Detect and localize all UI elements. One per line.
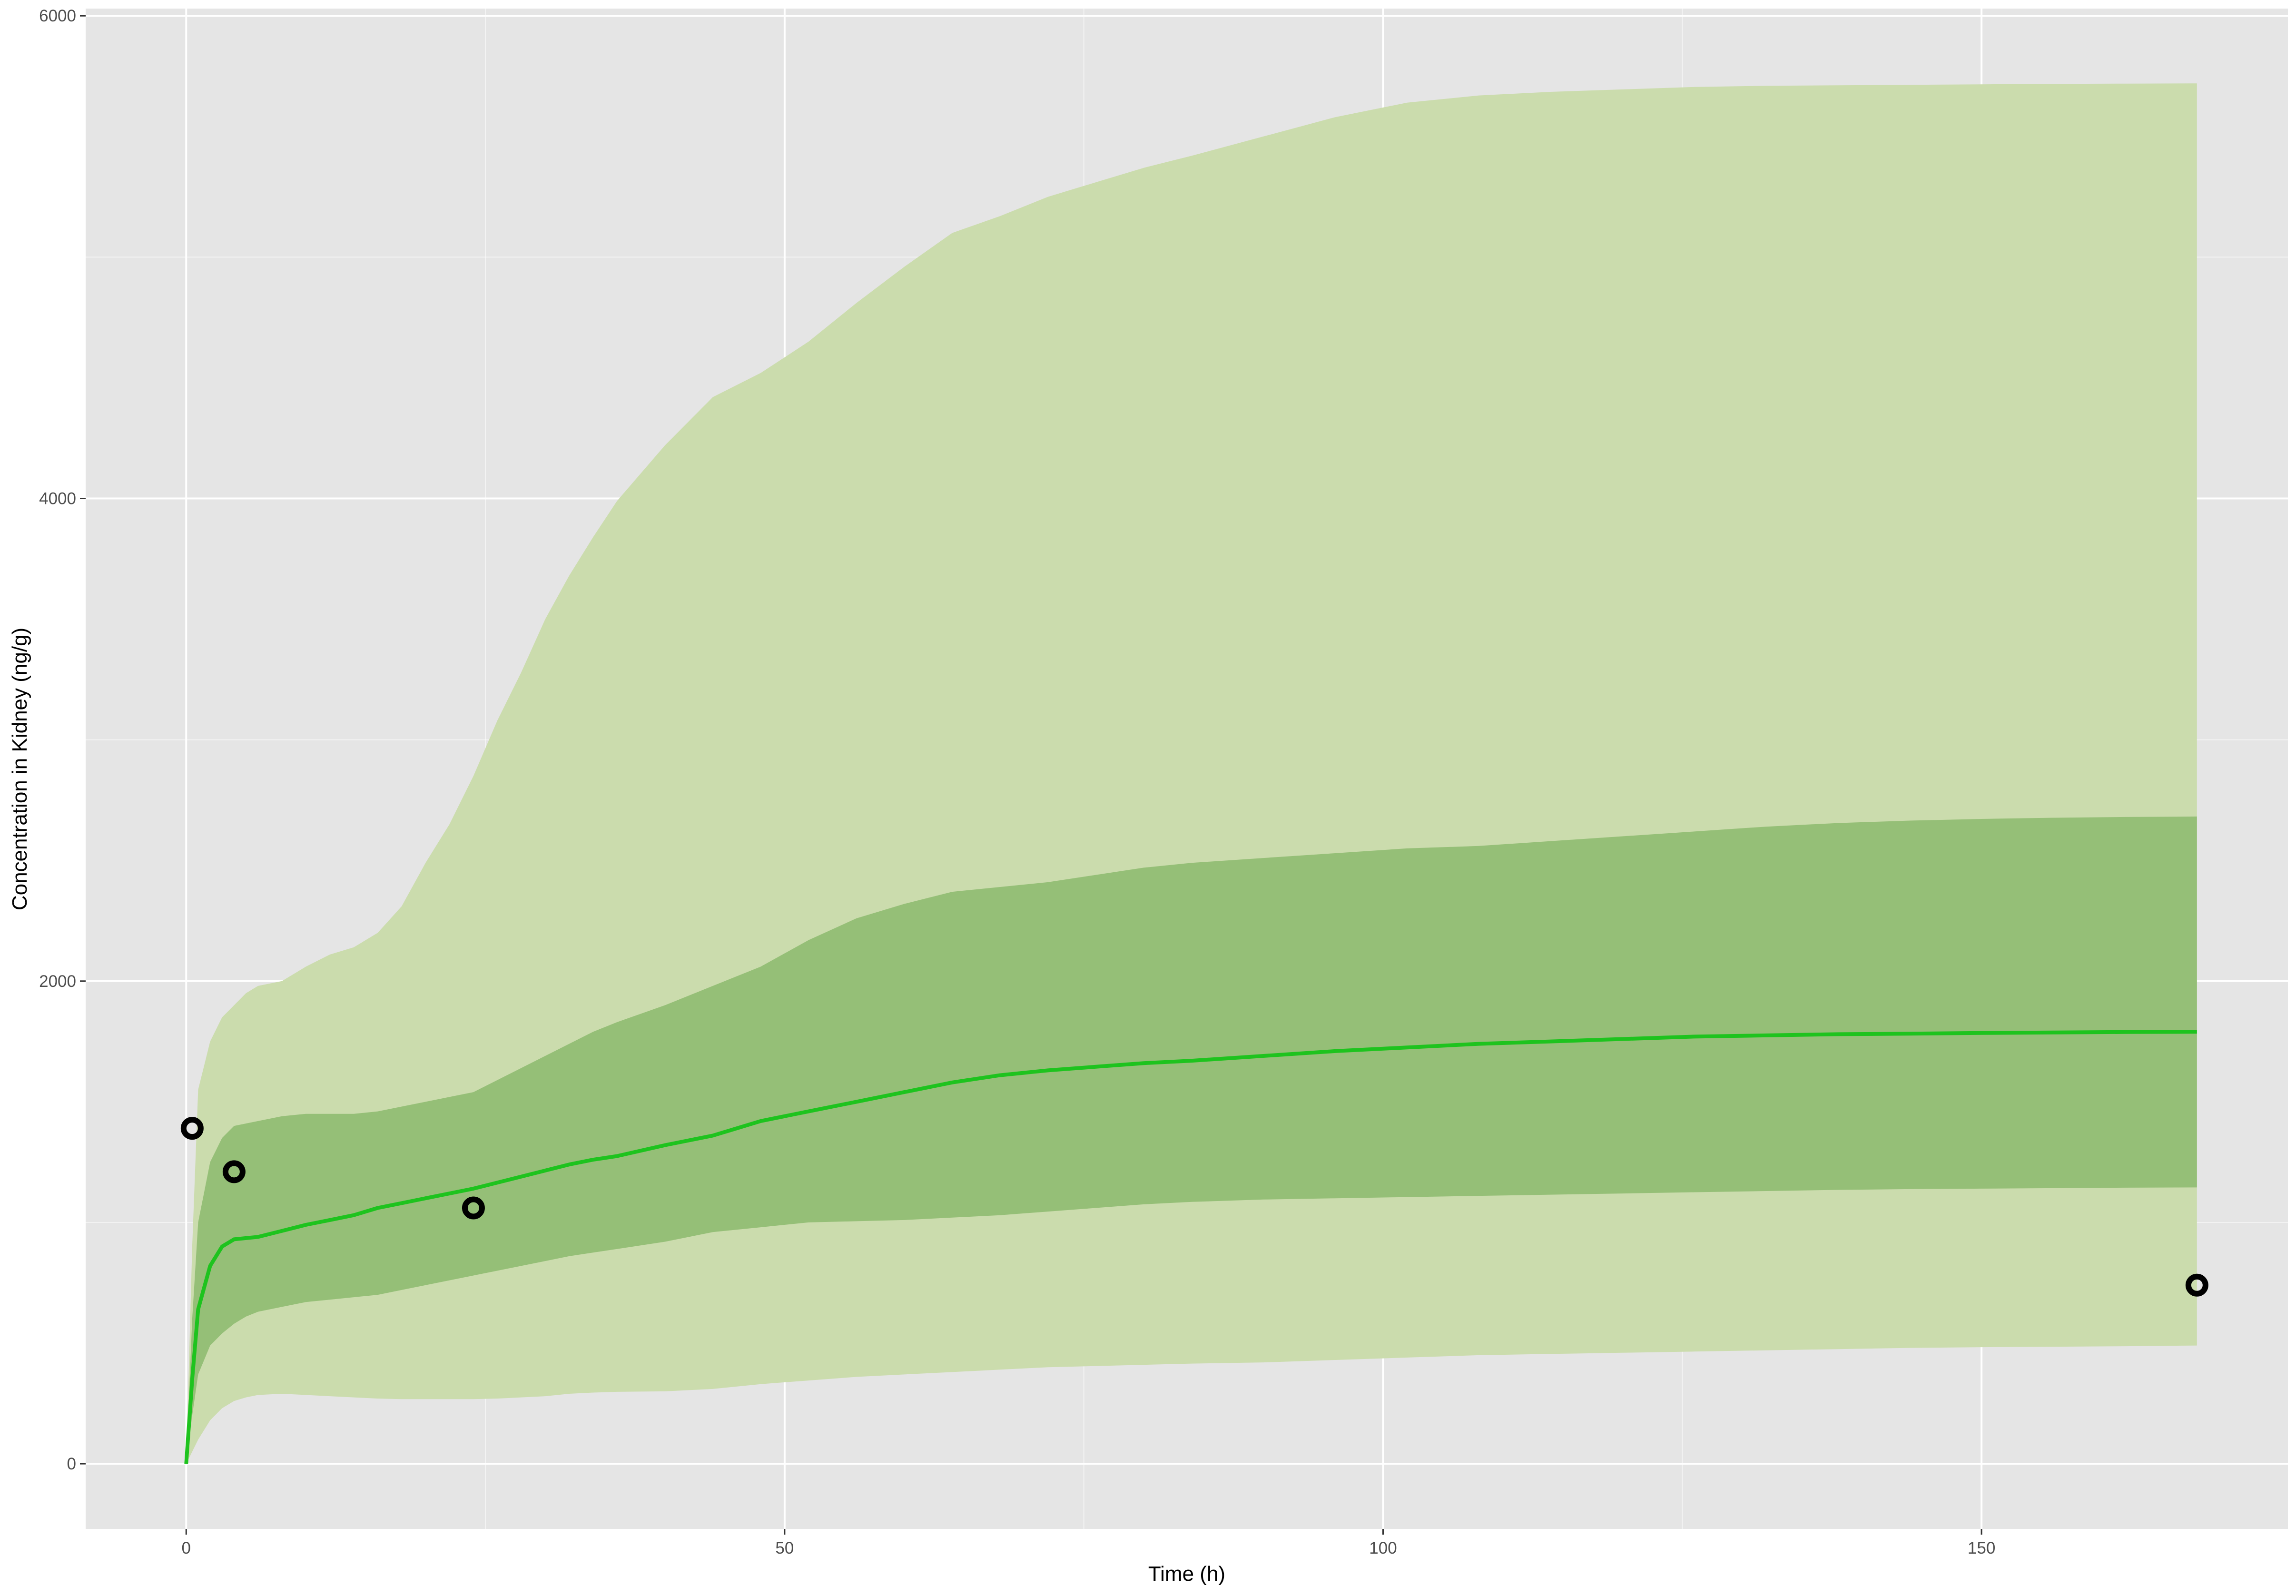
x-axis-title: Time (h) <box>1148 1562 1225 1586</box>
observed-point <box>2185 1273 2208 1297</box>
x-tick-label: 150 <box>1968 1539 1995 1557</box>
median-line <box>184 1030 2197 1464</box>
axis-ticks <box>80 15 1982 1535</box>
y-tick-label: 6000 <box>39 7 76 25</box>
x-tick-labels: 0 50 100 150 <box>182 1539 1996 1557</box>
series-layer <box>180 83 2208 1464</box>
y-tick-labels: 0 2000 4000 6000 <box>39 7 76 1473</box>
y-tick-label: 2000 <box>39 972 76 991</box>
x-tick-label: 50 <box>775 1539 794 1557</box>
y-tick-label: 4000 <box>39 490 76 508</box>
inner-band <box>186 816 2197 1464</box>
y-tick-label: 0 <box>67 1455 76 1473</box>
observed-point <box>180 1117 204 1140</box>
y-axis-title: Concentration in Kidney (ng/g) <box>8 628 31 910</box>
x-tick-label: 0 <box>182 1539 191 1557</box>
x-tick-label: 100 <box>1369 1539 1397 1557</box>
observed-point <box>462 1196 485 1220</box>
observed-point <box>222 1160 246 1183</box>
